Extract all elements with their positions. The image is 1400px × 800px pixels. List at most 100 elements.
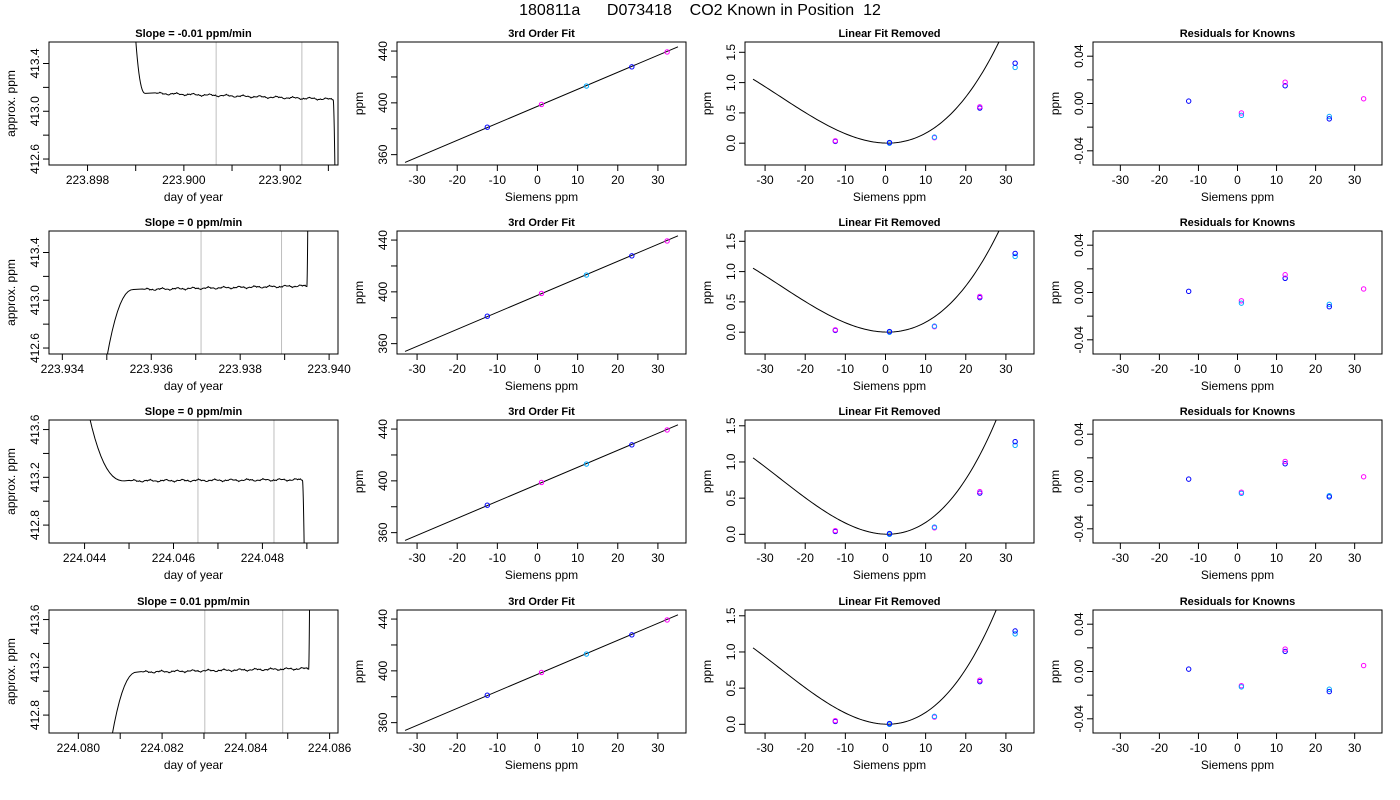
data-point	[832, 718, 839, 724]
data-point	[1282, 79, 1288, 85]
x-tick-label: -30	[1112, 551, 1130, 565]
x-axis-label: Siemens ppm	[853, 758, 926, 772]
fit-curve	[752, 42, 1000, 144]
x-tick-label: -20	[1151, 362, 1169, 376]
data-point	[886, 530, 893, 537]
plot-area	[404, 614, 679, 731]
title-description: CO2 Known in Position 12	[689, 2, 881, 19]
y-axis-label: approx. ppm	[4, 638, 18, 705]
plot-frame	[1092, 609, 1383, 734]
y-tick-label: 0.5	[724, 679, 738, 696]
data-point	[538, 479, 545, 486]
data-point	[1012, 439, 1018, 445]
x-tick-label: 30	[1348, 362, 1362, 376]
data-point	[1360, 662, 1367, 669]
data-point	[1326, 303, 1332, 310]
panel-r4-c1: Slope = 0.01 ppm/min day of year approx. p…	[4, 596, 352, 772]
panel-r3-c2: 3rd Order Fit Siemens ppm ppm -30 -20 -10 0 10 2…	[352, 406, 687, 582]
y-axis-label: ppm	[700, 470, 714, 493]
y-tick-label: 0.04	[1072, 612, 1086, 636]
y-tick-label: 360	[376, 144, 390, 164]
data-point	[1238, 298, 1245, 304]
y-tick-label: 0.04	[1072, 422, 1086, 446]
x-tick-label: 0	[534, 741, 541, 755]
data-point	[629, 632, 635, 638]
y-tick-label: 360	[376, 522, 390, 542]
x-tick-label: 20	[611, 741, 625, 755]
y-axis-label: ppm	[700, 660, 714, 683]
data-point	[931, 134, 938, 140]
y-tick-label: 0.0	[724, 135, 738, 152]
chart-title: 3rd Order Fit	[508, 217, 575, 229]
y-tick-label: 400	[376, 282, 390, 302]
plot-area	[752, 42, 1018, 146]
panel-r4-c2: 3rd Order Fit Siemens ppm ppm -30 -20 -10 0 10 2…	[352, 596, 687, 772]
x-tick-label: 10	[571, 173, 585, 187]
x-tick-label: -10	[1190, 741, 1208, 755]
x-tick-label: 0	[882, 362, 889, 376]
x-tick-label: 0	[882, 173, 889, 187]
y-tick-label: 400	[376, 93, 390, 113]
x-tick-label: 10	[919, 741, 933, 755]
x-tick-label: 0	[1234, 551, 1241, 565]
chart-title: Slope = 0 ppm/min	[145, 406, 243, 418]
y-tick-label: 412.8	[28, 700, 42, 730]
data-point	[977, 293, 983, 300]
data-point	[886, 139, 893, 146]
data-point	[1012, 631, 1018, 637]
x-tick-label: -20	[1151, 173, 1169, 187]
y-tick-label: 1.5	[724, 233, 738, 250]
y-tick-label: 413.0	[28, 285, 42, 315]
x-tick-label: 0	[1234, 362, 1241, 376]
x-tick-label: -10	[489, 551, 507, 565]
data-point	[1185, 666, 1192, 672]
data-point	[1012, 60, 1018, 66]
data-point	[583, 461, 590, 467]
x-tick-label: -10	[1190, 173, 1208, 187]
panel-r1-c3: Linear Fit Removed Siemens ppm ppm -30 -20 -1…	[700, 28, 1035, 204]
x-tick-label: -10	[1190, 362, 1208, 376]
data-point	[484, 313, 491, 319]
data-point	[1326, 688, 1332, 695]
x-tick-label: 30	[999, 551, 1013, 565]
data-point	[538, 101, 545, 108]
data-point	[583, 83, 590, 89]
x-tick-label: 20	[1309, 362, 1323, 376]
data-point	[629, 64, 635, 70]
plot-frame	[744, 41, 1035, 166]
y-tick-label: 413.2	[28, 652, 42, 682]
panel-r3-c4: Residuals for Knowns Siemens ppm ppm -30 -20…	[1048, 406, 1383, 582]
data-point	[1282, 461, 1288, 467]
plot-area	[752, 420, 1018, 538]
y-axis-label: approx. ppm	[4, 70, 18, 137]
plot-area	[752, 231, 1018, 335]
data-point	[1185, 476, 1192, 482]
y-tick-label: -0.04	[1072, 326, 1086, 354]
y-tick-label: 440	[376, 419, 390, 439]
trace-line	[111, 610, 311, 733]
chart-title: Linear Fit Removed	[838, 217, 940, 229]
x-tick-label: -10	[837, 551, 855, 565]
y-tick-label: 1.0	[724, 74, 738, 91]
x-tick-label: -20	[449, 362, 467, 376]
x-tick-label: 10	[1270, 741, 1284, 755]
fit-curve	[752, 610, 997, 725]
y-axis-label: ppm	[352, 470, 366, 493]
data-point	[629, 253, 635, 259]
chart-title: Linear Fit Removed	[838, 596, 940, 608]
plot-frame	[48, 609, 339, 734]
chart-title: Slope = -0.01 ppm/min	[135, 28, 252, 40]
data-point	[484, 502, 491, 508]
plot-frame	[744, 609, 1035, 734]
y-tick-label: 0.00	[1072, 659, 1086, 683]
data-point	[832, 138, 839, 144]
x-axis-label: Siemens ppm	[853, 190, 926, 204]
data-point	[1282, 648, 1288, 655]
x-tick-label: 20	[959, 741, 973, 755]
y-axis-label: ppm	[1048, 470, 1062, 493]
data-point	[1238, 112, 1245, 119]
x-tick-label: 224.080	[57, 741, 101, 755]
y-tick-label: 413.2	[28, 462, 42, 492]
y-tick-label: 0.5	[724, 293, 738, 310]
